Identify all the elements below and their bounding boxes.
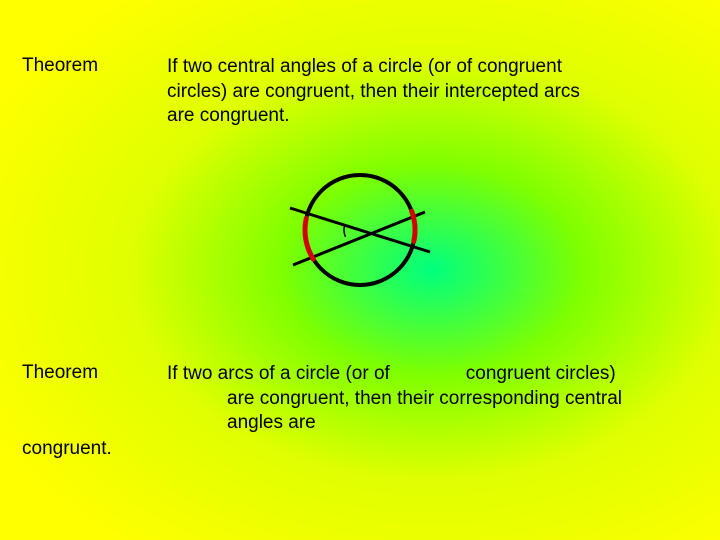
circle-svg [270, 170, 450, 300]
theorem-1-label: Theorem [22, 55, 98, 77]
theorem-2-tail: congruent. [22, 438, 112, 460]
theorem-2-body: If two arcs of a circle (or of congruent… [167, 362, 627, 436]
theorem-1-body: If two central angles of a circle (or of… [167, 55, 597, 129]
circle-diagram [270, 170, 450, 300]
theorem-2-label: Theorem [22, 362, 98, 384]
